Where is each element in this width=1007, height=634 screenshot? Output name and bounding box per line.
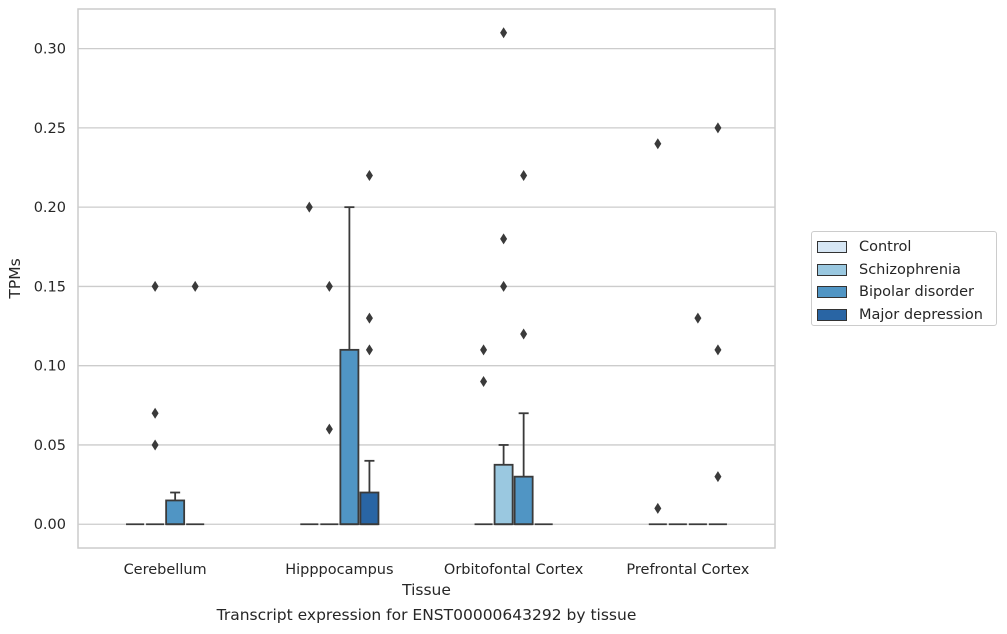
- box-body: [493, 463, 514, 526]
- box-bipolar-disorder: [688, 312, 707, 526]
- outlier-point: [714, 122, 722, 134]
- x-axis-label: Tissue: [401, 581, 451, 599]
- legend-item-control: Control: [817, 236, 996, 259]
- outlier-point: [500, 280, 508, 292]
- outlier-point: [151, 407, 159, 419]
- outlier-point: [520, 169, 528, 181]
- outlier-point: [694, 312, 702, 324]
- outlier-point: [325, 423, 333, 435]
- legend-label: Major depression: [859, 306, 983, 323]
- outlier-point: [305, 201, 313, 213]
- legend-swatch: [817, 308, 847, 321]
- outlier-point: [654, 502, 662, 514]
- y-tick-label: 0.10: [34, 359, 66, 375]
- outlier-point: [714, 344, 722, 356]
- box-schizophrenia: [493, 27, 514, 526]
- chart-caption: Transcript expression for ENST0000064329…: [216, 606, 637, 624]
- box-schizophrenia: [320, 280, 339, 526]
- x-tick-label: Cerebellum: [124, 562, 207, 578]
- box-body: [339, 348, 360, 526]
- outlier-point: [365, 344, 373, 356]
- y-tick-label: 0.05: [34, 438, 66, 454]
- x-tick-label: Orbitofontal Cortex: [444, 562, 584, 578]
- y-tick-label: 0.25: [34, 121, 66, 137]
- box-body: [165, 499, 186, 526]
- legend-swatch: [817, 286, 847, 299]
- outlier-point: [325, 280, 333, 292]
- legend-item-schizophrenia: Schizophrenia: [817, 259, 996, 282]
- box-major-depression: [186, 280, 205, 526]
- box-bipolar-disorder: [513, 169, 534, 526]
- box-major-depression: [359, 169, 380, 526]
- legend-label: Control: [859, 239, 912, 256]
- y-tick-label: 0.00: [34, 517, 66, 533]
- outlier-point: [480, 344, 488, 356]
- outlier-point: [714, 471, 722, 483]
- outlier-point: [365, 169, 373, 181]
- box-control: [648, 138, 667, 526]
- legend-label: Bipolar disorder: [859, 284, 974, 301]
- outlier-point: [365, 312, 373, 324]
- x-tick-label: Hipppocampus: [285, 562, 393, 578]
- box-control: [474, 344, 493, 526]
- x-tick-labels: Cerebellum Hipppocampus Orbitofontal Corte…: [124, 562, 750, 578]
- box-body: [359, 491, 380, 526]
- legend-swatch: [817, 241, 847, 254]
- legend-item-major-depression: Major depression: [817, 304, 996, 327]
- grid-lines: [78, 47, 775, 525]
- legend: Control Schizophrenia Bipolar disorder M…: [811, 231, 997, 326]
- y-tick-label: 0.15: [34, 279, 66, 295]
- y-axis-label: TPMs: [6, 258, 24, 299]
- box-body: [513, 475, 534, 526]
- box-control: [300, 201, 319, 526]
- outlier-point: [151, 439, 159, 451]
- y-tick-labels: 0.00 0.05 0.10 0.15 0.20 0.25 0.30: [34, 42, 66, 534]
- box-schizophrenia: [146, 280, 165, 526]
- y-tick-label: 0.30: [34, 42, 66, 58]
- plot-frame: [77, 8, 776, 549]
- box-major-depression: [708, 122, 727, 526]
- outlier-point: [500, 27, 508, 39]
- outlier-point: [520, 328, 528, 340]
- box-bipolar-disorder: [165, 491, 186, 526]
- outlier-point: [151, 280, 159, 292]
- x-tick-label: Prefrontal Cortex: [626, 562, 749, 578]
- outlier-point: [654, 138, 662, 150]
- legend-item-bipolar-disorder: Bipolar disorder: [817, 281, 996, 304]
- box-bipolar-disorder: [339, 206, 360, 526]
- outlier-point: [191, 280, 199, 292]
- legend-label: Schizophrenia: [859, 261, 961, 278]
- outlier-point: [500, 233, 508, 245]
- y-tick-label: 0.20: [34, 200, 66, 216]
- outlier-point: [480, 376, 488, 388]
- box-plots: [126, 27, 727, 526]
- legend-swatch: [817, 263, 847, 276]
